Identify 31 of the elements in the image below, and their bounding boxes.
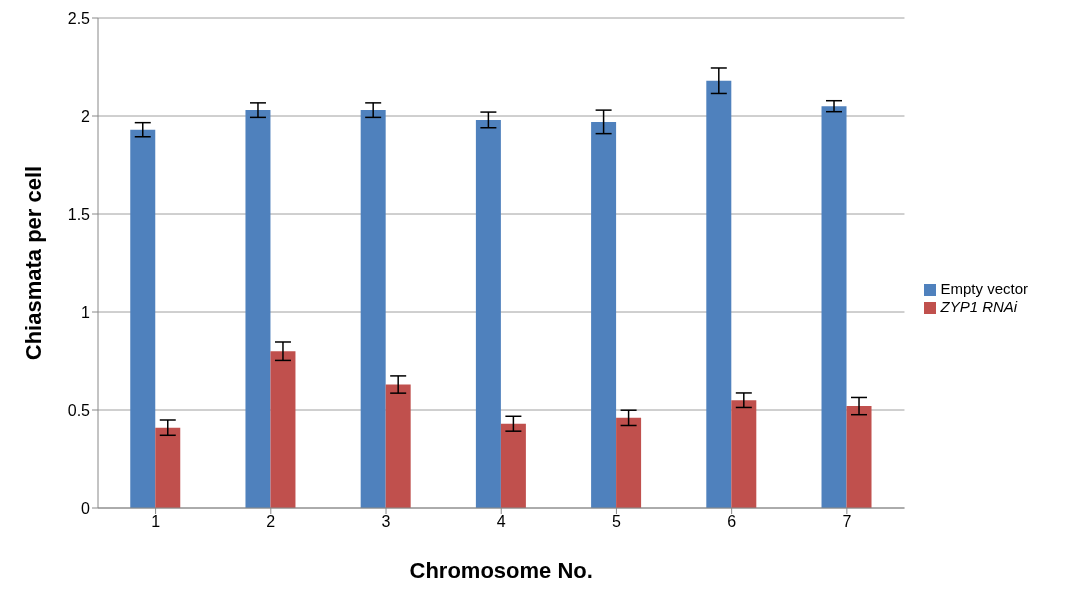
y-tick-label: 0 [81,499,91,517]
y-tick-label: 1 [81,303,91,321]
y-tick-label: 2 [81,107,91,125]
x-tick-label: 2 [266,513,276,531]
x-tick-label: 4 [496,513,506,531]
x-tick-label: 7 [842,513,852,531]
bar [155,427,181,508]
legend-label: ZYP1 RNAi [940,298,1018,315]
x-tick-label: 3 [381,513,391,531]
x-tick-label: 5 [611,513,621,531]
bar [360,110,386,508]
y-tick-label: 0.5 [67,401,91,419]
y-tick-label: 1.5 [67,205,91,223]
bar [385,384,411,508]
bar [821,106,847,508]
bar [591,121,617,508]
bar [731,400,757,508]
bar [270,351,296,508]
y-axis-title: Chiasmata per cell [20,165,46,361]
x-tick-label: 1 [151,513,161,531]
bar [245,110,271,508]
bar [846,406,872,508]
bar [500,423,526,508]
x-tick-label: 6 [727,513,737,531]
legend-label: Empty vector [940,280,1028,297]
bar [616,417,642,508]
bar [706,80,732,508]
bar [475,119,501,508]
y-tick-label: 2.5 [67,9,91,27]
bar [130,129,156,508]
x-axis-title: Chromosome No. [409,558,593,583]
